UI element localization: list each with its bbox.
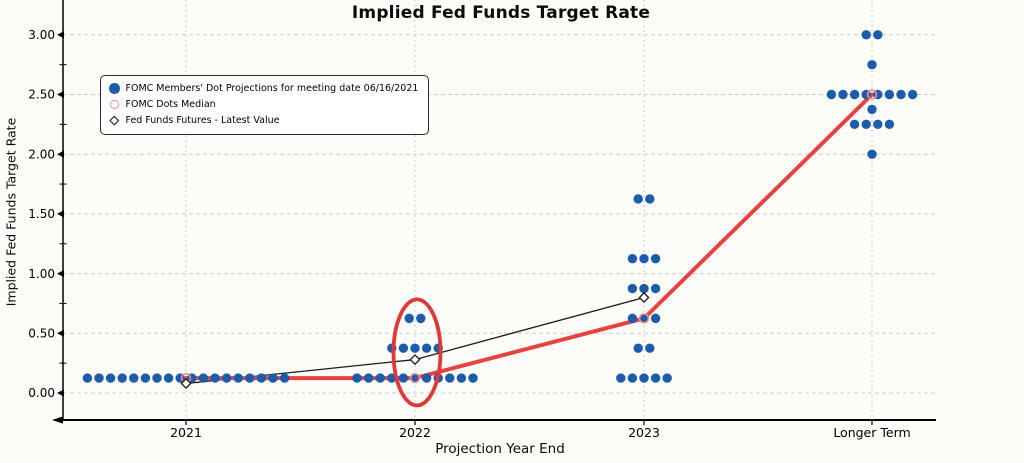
dot-marker [849,89,860,100]
dot-marker [650,283,661,294]
dot-marker [849,119,860,130]
median-open-circle-marker [638,313,650,324]
dot-marker [639,373,649,383]
futures-diamond-marker [409,354,421,366]
dot-marker [650,253,661,264]
dot-marker [352,373,362,383]
dot-marker [861,119,871,130]
dot-marker [375,373,385,383]
dot-marker [279,373,290,383]
dot-marker [867,59,877,70]
dot-marker [416,313,426,324]
dot-marker [456,373,467,383]
x-axis-title: Projection Year End [435,441,565,457]
dot-marker [398,373,409,383]
dot-marker [256,373,267,383]
legend-item-dot-projections: FOMC Members' Dot Projections for meetin… [109,81,418,96]
open-diamond-icon [109,115,119,126]
y-tick-label: 0.00 [28,386,55,400]
dot-marker [884,119,895,130]
median-open-circle-marker [409,372,421,384]
dot-marker [363,373,374,383]
dot-marker [445,373,455,383]
dot-marker [896,89,906,100]
dot-marker [94,373,104,383]
dot-marker [639,253,649,264]
legend-item-fed-funds-futures: Fed Funds Futures - Latest Value [109,113,418,128]
dot-marker [82,373,93,383]
highlight-ellipse [391,297,443,408]
y-tick-label: 1.50 [28,207,55,221]
x-tick-label: 2023 [628,425,660,440]
filled-dot-icon [109,83,120,94]
dot-marker [650,313,661,324]
y-axis-title: Implied Fed Funds Target Rate [3,117,19,307]
dot-marker [867,104,877,115]
legend-label: Fed Funds Futures - Latest Value [125,115,280,126]
dot-marker [268,373,278,383]
futures-diamond-marker [180,377,192,389]
legend-item-dots-median: FOMC Dots Median [109,97,418,112]
dot-marker [105,373,116,383]
dot-marker [645,343,655,353]
dot-marker [639,313,649,324]
dot-marker [404,313,414,324]
dot-marker [627,283,638,294]
open-circle-icon [110,100,119,109]
dot-marker [826,89,837,100]
futures-diamond-marker [638,291,650,303]
dot-marker [861,30,871,40]
dot-marker [468,373,478,383]
y-tick-label: 3.00 [28,28,55,42]
dot-marker [421,373,432,383]
dot-marker [884,89,895,100]
dot-marker [662,373,672,383]
dot-marker [616,373,626,383]
dot-marker [245,373,255,383]
dot-marker [221,373,232,383]
dot-marker [140,373,151,383]
dot-marker [129,373,139,383]
dot-marker [645,194,655,204]
dot-marker [210,373,220,383]
dot-marker [152,373,162,383]
dot-marker [633,343,643,353]
dot-marker [838,89,848,100]
dot-marker [907,89,918,100]
dot-marker [627,373,638,383]
dot-marker [117,373,127,383]
dot-marker [867,149,877,159]
median-open-circle-marker [866,89,878,100]
legend: FOMC Members' Dot Projections for meetin… [100,75,430,135]
dot-marker [650,373,661,383]
dot-marker [398,343,409,353]
legend-label: FOMC Dots Median [125,99,216,110]
legend-label: FOMC Members' Dot Projections for meetin… [125,83,419,94]
chart-title: Implied Fed Funds Target Rate [351,3,651,23]
dot-marker [410,373,420,383]
dot-marker [627,313,638,324]
dot-marker [633,194,643,204]
dot-marker [873,30,883,40]
dot-marker [410,343,420,353]
dot-marker [163,373,174,383]
dot-marker [639,283,649,294]
x-tick-label: 2022 [399,425,431,440]
median-line [184,92,874,381]
dot-marker [873,119,883,130]
dot-marker [233,373,243,383]
dot-marker [627,253,638,264]
x-tick-label: Longer Term [833,425,910,440]
y-tick-label: 0.50 [28,327,55,341]
dot-marker [198,373,209,383]
dot-marker [421,343,432,353]
y-tick-label: 2.00 [28,147,55,161]
y-tick-label: 1.00 [28,267,55,281]
x-axis-arrow-icon [52,416,63,424]
x-tick-label: 2021 [170,425,202,440]
y-tick-label: 2.50 [28,88,55,102]
